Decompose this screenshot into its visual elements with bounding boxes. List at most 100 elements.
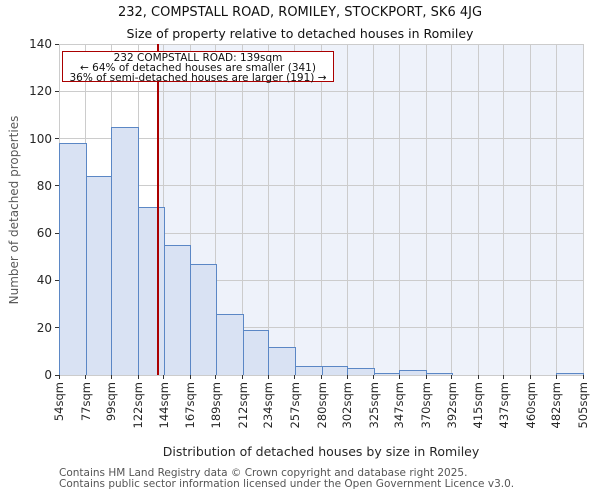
property-size-marker-line [156,44,159,375]
x-tick-mark [477,375,479,379]
x-tick-label: 122sqm [131,382,145,429]
v-gridline [294,44,296,375]
histogram-bar [556,372,584,375]
v-gridline [242,44,244,375]
h-gridline [59,374,583,376]
histogram-bar [268,346,296,375]
x-tick-label: 460sqm [523,382,538,429]
x-axis-label: Distribution of detached houses by size … [162,444,480,459]
v-gridline [321,44,323,375]
y-tick-label: 20 [36,320,52,335]
y-tick-mark [55,90,59,92]
x-tick-mark [451,375,453,379]
histogram-bar [399,370,428,375]
x-tick-mark [267,375,269,379]
x-tick-label: 99sqm [104,382,119,422]
y-tick-label: 100 [29,131,52,146]
x-tick-label: 325sqm [366,382,381,429]
x-tick-label: 144sqm [156,382,171,429]
x-tick-mark [321,375,323,379]
v-gridline [582,44,584,375]
x-tick-mark [555,375,557,379]
x-tick-label: 415sqm [471,382,486,429]
x-tick-mark [215,375,217,379]
x-tick-label: 54sqm [52,382,66,422]
x-tick-mark [373,375,375,379]
x-tick-mark [530,375,532,379]
v-gridline [451,44,453,375]
x-tick-mark [582,375,584,379]
h-gridline [59,138,583,140]
footer-attribution-line-1: Contains HM Land Registry data © Crown c… [59,467,468,479]
v-gridline [503,44,505,375]
histogram-bar [111,126,139,375]
x-tick-label: 212sqm [235,382,250,429]
histogram-bar [138,207,165,375]
x-tick-mark [346,375,348,379]
x-tick-label: 370sqm [419,382,434,429]
v-gridline [346,44,348,375]
v-gridline [530,44,532,375]
h-gridline [59,90,583,92]
x-tick-label: 280sqm [314,382,329,429]
x-tick-label: 482sqm [549,382,564,429]
histogram-bar [242,330,270,375]
histogram-bar [85,176,113,375]
v-gridline [555,44,557,375]
v-gridline [425,44,427,375]
y-tick-label: 0 [44,368,52,382]
histogram-bar [190,263,217,375]
property-annotation-box: 232 COMPSTALL ROAD: 139sqm ← 64% of deta… [62,51,334,84]
histogram-bar [426,372,453,375]
x-tick-mark [242,375,244,379]
x-tick-label: 437sqm [496,382,511,429]
h-gridline [59,43,583,45]
y-tick-mark [55,138,59,140]
x-tick-mark [189,375,191,379]
y-tick-mark [55,232,59,234]
x-tick-label: 505sqm [576,382,590,429]
v-gridline [215,44,217,375]
histogram-bar [59,143,87,375]
y-tick-label: 120 [29,84,52,99]
plot-area [55,43,584,379]
h-gridline [59,185,583,187]
histogram-bar [373,372,401,375]
x-tick-mark [110,375,112,379]
annotation-line-1: 232 COMPSTALL ROAD: 139sqm [113,52,283,64]
v-gridline [398,44,400,375]
y-tick-mark [55,43,59,45]
histogram-bar [215,313,244,375]
x-tick-label: 234sqm [261,382,276,429]
y-tick-mark [55,327,59,329]
chart-title: 232, COMPSTALL ROAD, ROMILEY, STOCKPORT,… [117,5,483,20]
x-tick-label: 189sqm [208,382,223,429]
chart-subtitle: Size of property relative to detached ho… [126,26,474,41]
x-tick-label: 302sqm [340,382,355,429]
x-tick-mark [85,375,87,379]
y-tick-mark [55,374,59,376]
x-tick-label: 77sqm [78,382,93,422]
y-tick-label: 60 [36,226,52,241]
y-tick-mark [55,185,59,187]
x-tick-mark [58,375,60,379]
x-tick-label: 167sqm [183,382,198,429]
x-tick-label: 347sqm [392,382,407,429]
annotation-line-2: ← 64% of detached houses are smaller (34… [80,62,316,74]
h-gridline [59,327,583,329]
x-tick-label: 257sqm [287,382,302,429]
histogram-bar [163,244,192,375]
annotation-line-3: 36% of semi-detached houses are larger (… [69,72,327,84]
v-gridline [477,44,479,375]
h-gridline [59,232,583,234]
y-tick-label: 140 [29,37,52,51]
y-tick-label: 40 [36,273,52,288]
v-gridline [267,44,269,375]
v-gridline [189,44,191,375]
x-tick-mark [294,375,296,379]
footer-attribution-line-2: Contains public sector information licen… [59,478,515,490]
histogram-bar [321,365,349,375]
x-tick-mark [503,375,505,379]
histogram-bar [347,367,375,375]
